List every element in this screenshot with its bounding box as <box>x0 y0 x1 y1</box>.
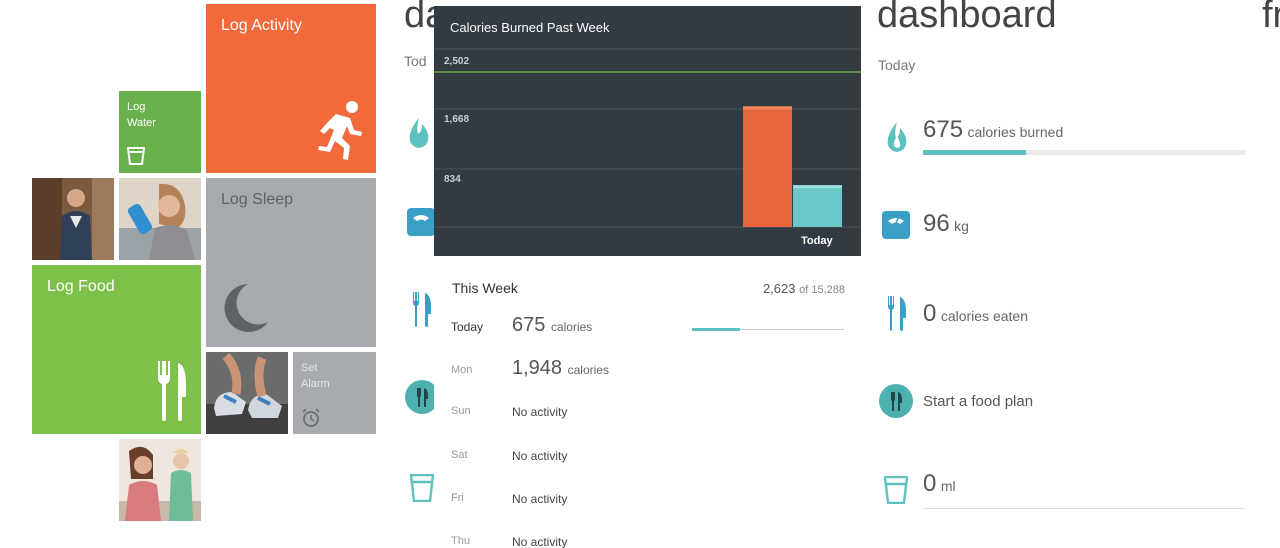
alarm-clock-icon <box>302 408 320 427</box>
scale-icon <box>407 208 435 236</box>
day-value: No activity <box>512 535 568 548</box>
day-name: Today <box>451 320 484 334</box>
chart-y-tick-label: 1,668 <box>444 114 469 125</box>
log-activity-tile[interactable]: Log Activity <box>206 4 376 173</box>
food-plan-icon <box>879 384 913 418</box>
day-row-thu[interactable]: Thu No activity <box>434 534 861 548</box>
chart-y-tick-label: 834 <box>444 174 461 185</box>
next-panel-title: fr <box>1262 0 1280 36</box>
photo-family <box>119 439 201 521</box>
water-unit: ml <box>940 478 956 494</box>
calories-chart: 2,502 1,668 834 <box>434 48 861 228</box>
calories-burned-unit: calories burned <box>967 124 1064 140</box>
weight-value: 96 <box>923 210 950 237</box>
today-progress-fill <box>692 328 740 331</box>
log-food-label: Log Food <box>47 278 115 295</box>
calories-eaten-unit: calories eaten <box>940 308 1028 324</box>
log-water-label-line2: Water <box>127 117 156 129</box>
log-sleep-tile[interactable]: Log Sleep <box>206 178 376 347</box>
chart-bar-mon-cap <box>743 106 792 110</box>
water-cup-icon <box>410 474 434 502</box>
photo-tying-shoes <box>206 352 288 434</box>
water-divider <box>923 508 1245 509</box>
day-row-sun[interactable]: Sun No activity <box>434 404 861 444</box>
start-food-plan-label: Start a food plan <box>923 393 1034 410</box>
chart-title: Calories Burned Past Week <box>450 20 610 35</box>
day-value: 675 calories <box>512 314 592 337</box>
day-value: 1,948 calories <box>512 357 609 380</box>
day-value: No activity <box>512 449 568 463</box>
day-name: Sun <box>451 405 471 417</box>
utensils-icon <box>413 292 431 327</box>
log-food-tile[interactable]: Log Food <box>32 265 201 434</box>
log-activity-label: Log Activity <box>221 17 302 34</box>
day-unit: calories <box>567 363 609 377</box>
day-name: Sat <box>451 449 468 461</box>
day-name: Fri <box>451 492 464 504</box>
this-week-heading: This Week <box>452 280 518 296</box>
calories-burned-metric[interactable]: 675 calories burned <box>923 116 1063 144</box>
day-name: Thu <box>451 535 470 547</box>
calories-burned-progress <box>923 150 1245 155</box>
chart-bar-today[interactable] <box>793 185 842 227</box>
set-alarm-label-line2: Alarm <box>301 378 330 390</box>
moon-icon <box>224 284 268 332</box>
day-unit: calories <box>550 320 593 334</box>
utensils-icon <box>888 296 906 331</box>
day-row-sat[interactable]: Sat No activity <box>434 448 861 488</box>
food-plan-icon <box>405 380 439 414</box>
chart-y-tick-label: 2,502 <box>444 56 469 67</box>
day-row-fri[interactable]: Fri No activity <box>434 491 861 531</box>
week-total-value: 2,623 <box>762 281 796 296</box>
chart-bar-today-cap <box>793 185 842 189</box>
today-progress-track <box>692 329 844 330</box>
flame-icon <box>409 118 429 148</box>
water-cup-icon <box>884 476 908 504</box>
set-alarm-label-line1: Set <box>301 362 318 374</box>
day-value: No activity <box>512 492 568 506</box>
log-sleep-label: Log Sleep <box>221 191 294 208</box>
dashboard-title: dashboard <box>877 0 1057 36</box>
calories-eaten-metric[interactable]: 0 calories eaten <box>923 300 1028 328</box>
log-water-tile[interactable]: Log Water <box>119 91 201 173</box>
day-name: Mon <box>451 364 473 376</box>
day-calories: 675 <box>512 314 546 336</box>
week-total: 2,623 of 15,288 <box>763 281 845 296</box>
log-water-label-line1: Log <box>127 101 146 113</box>
water-glass-icon <box>127 147 145 165</box>
dashboard-subtitle: Today <box>878 57 916 73</box>
photo-man-walking <box>32 178 114 260</box>
weight-unit: kg <box>954 218 969 234</box>
flame-icon <box>887 122 907 152</box>
week-total-goal: of 15,288 <box>799 284 845 296</box>
weight-metric[interactable]: 96 kg <box>923 210 969 238</box>
day-row-mon[interactable]: Mon 1,948 calories <box>434 356 861 396</box>
running-person-icon <box>318 101 362 160</box>
calories-eaten-value: 0 <box>923 300 937 327</box>
calories-burned-progress-fill <box>923 150 1027 155</box>
day-row-today[interactable]: Today 675 calories <box>434 312 861 352</box>
fork-knife-icon <box>158 361 186 421</box>
chart-bar-mon[interactable] <box>743 106 792 227</box>
middle-ghost-subtitle: Tod <box>404 53 427 69</box>
calories-burned-value: 675 <box>923 116 964 143</box>
this-week-card: This Week 2,623 of 15,288 Today 675 calo… <box>434 256 861 548</box>
water-metric[interactable]: 0 ml <box>923 470 956 498</box>
chart-x-label-today: Today <box>801 235 833 247</box>
calories-chart-card[interactable]: Calories Burned Past Week 2,502 1,668 834 … <box>434 6 861 256</box>
day-calories: 1,948 <box>512 357 563 379</box>
scale-icon <box>882 211 910 239</box>
start-food-plan-link[interactable]: Start a food plan <box>923 393 1033 411</box>
day-value: No activity <box>512 405 568 419</box>
photo-woman-drinking <box>119 178 201 260</box>
set-alarm-tile[interactable]: Set Alarm <box>293 352 376 434</box>
water-value: 0 <box>923 470 937 497</box>
